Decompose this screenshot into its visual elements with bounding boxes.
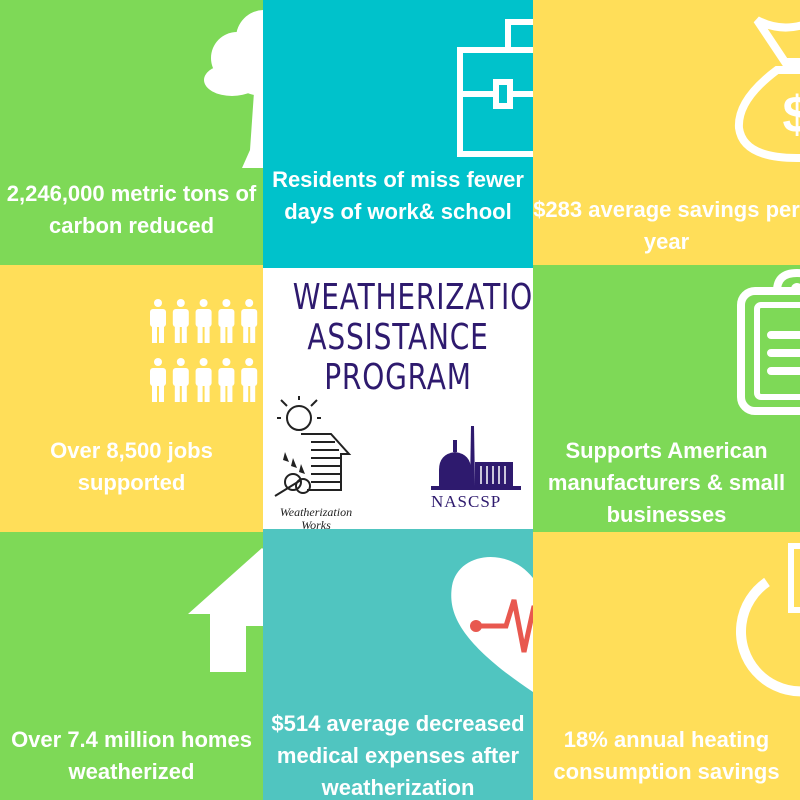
briefcase-icon — [457, 19, 533, 157]
tile-manufacturers: Supports American manufacturers & small … — [533, 265, 800, 532]
tile-jobs: Over 8,500 jobs supported — [0, 265, 263, 532]
tile-text: Residents of miss fewer days of work& sc… — [272, 167, 524, 224]
tile-text: $514 average decreased medical expenses … — [271, 711, 525, 800]
person-figure — [195, 358, 212, 402]
person-figure — [149, 299, 166, 343]
tile-text: Over 8,500 jobs supported — [50, 438, 213, 495]
tree-icon — [203, 10, 263, 168]
clipboard-icon — [736, 268, 800, 415]
person-figure — [195, 299, 212, 343]
money-bag-icon: $ — [734, 16, 800, 163]
tile-work-school: Residents of miss fewer days of work& sc… — [263, 0, 533, 265]
person-figure — [217, 299, 234, 343]
tile-text: 18% annual heating consumption savings — [553, 727, 780, 784]
person-figure — [172, 299, 189, 343]
program-title-tile: WEATHERIZATION ASSISTANCE PROGRAM Weatheri… — [263, 265, 533, 532]
house-icon — [187, 548, 263, 672]
program-title: WEATHERIZATION ASSISTANCE PROGRAM — [292, 277, 533, 398]
person-figure — [240, 358, 257, 402]
weatherization-works-logo — [274, 396, 352, 497]
person-figure — [240, 299, 257, 343]
tile-homes: Over 7.4 million homes weatherized — [0, 532, 263, 800]
tile-text: Over 7.4 million homes weatherized — [11, 727, 252, 784]
nascsp-logo — [431, 426, 521, 490]
tile-text: 2,246,000 metric tons of carbon reduced — [6, 181, 257, 238]
heart-rate-icon — [451, 557, 533, 692]
tile-text: Supports American manufacturers & small … — [547, 438, 786, 527]
person-figure — [217, 358, 234, 402]
weatherization-works-text: Weatherization Works — [279, 505, 353, 532]
nascsp-text: NASCSP — [431, 492, 502, 511]
people-icon — [149, 299, 257, 402]
tile-medical: $514 average decreased medical expenses … — [263, 532, 533, 800]
power-icon — [735, 543, 800, 697]
tile-savings: $ $283 average savings per year — [533, 0, 800, 265]
tile-text: $283 average savings per year — [533, 197, 800, 254]
person-figure — [172, 358, 189, 402]
person-figure — [149, 358, 166, 402]
svg-text:$: $ — [782, 86, 800, 144]
tile-heating: 18% annual heating consumption savings — [533, 532, 800, 800]
tile-carbon: 2,246,000 metric tons of carbon reduced — [0, 0, 263, 265]
